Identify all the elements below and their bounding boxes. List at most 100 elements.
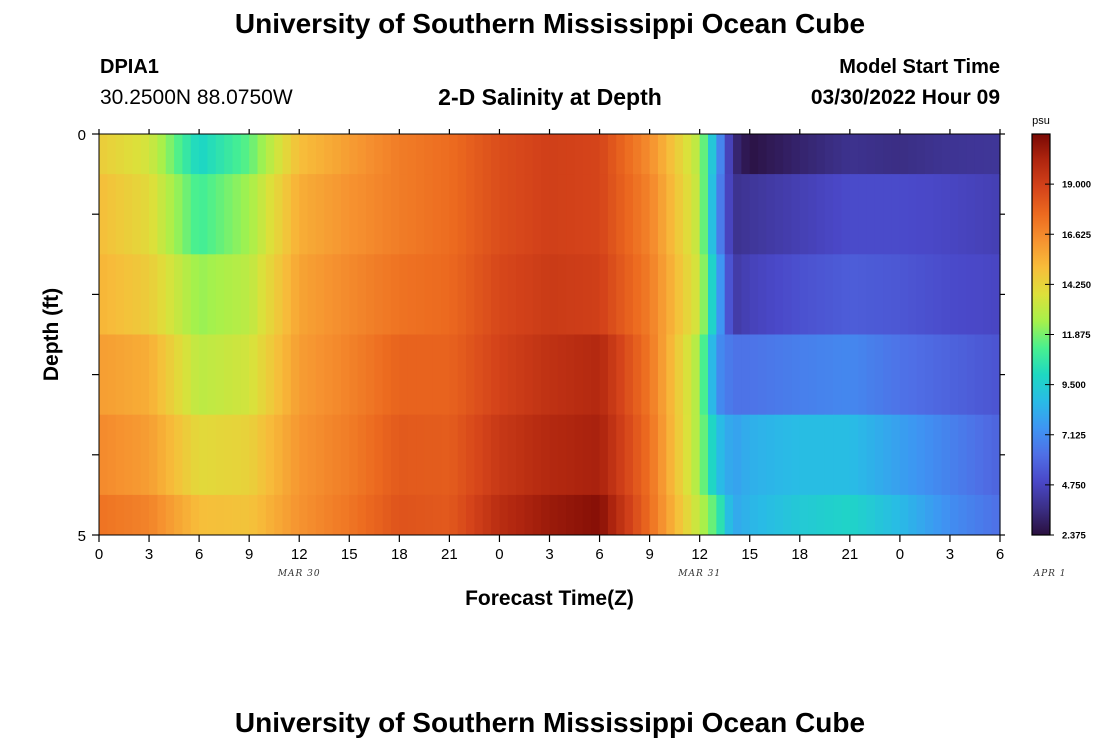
heatmap-cell [315,494,325,536]
heatmap-cell [115,414,125,496]
heatmap-cell [724,414,734,496]
heatmap-cell [924,254,934,335]
heatmap-cell [532,494,542,536]
heatmap-cell [724,494,734,536]
heatmap-cell [374,494,384,536]
heatmap-cell [824,174,834,255]
heatmap-cell [115,494,125,536]
heatmap-cell [424,334,434,416]
heatmap-cell [549,134,559,175]
heatmap-cell [758,174,767,255]
heatmap-cell [557,174,567,255]
date-label: MAR 31 [677,569,721,579]
heatmap-cell [382,134,392,175]
heatmap-cell [549,254,559,335]
y-axis-label: Depth (ft) [40,288,63,381]
heatmap-cell [991,334,1001,416]
heatmap-cell [724,254,734,335]
heatmap-cell [682,414,692,496]
heatmap-cell [140,494,150,536]
heatmap-cell [524,134,534,175]
heatmap-cell [182,254,192,335]
heatmap-cell [290,494,300,536]
heatmap-cell [858,494,868,536]
heatmap-cell [382,254,392,335]
heatmap-cell [424,174,434,255]
heatmap-cell [466,134,476,175]
heatmap-cell [758,494,767,536]
heatmap-cell [432,334,442,416]
heatmap-cell [365,494,375,536]
heatmap-cell [974,494,984,536]
heatmap-cell [124,334,133,416]
heatmap-cell [591,494,601,536]
heatmap-cell [541,414,551,496]
heatmap-cell [416,494,425,536]
heatmap-cell [332,414,342,496]
x-tick-label: 21 [841,546,858,563]
heatmap-cell [315,414,325,496]
heatmap-cell [891,174,901,255]
heatmap-cell [949,174,959,255]
heatmap-cell [874,134,884,175]
heatmap-cell [966,414,976,496]
heatmap-cell [816,334,826,416]
heatmap-cell [107,174,117,255]
heatmap-cell [574,414,584,496]
x-tick-label: 3 [145,546,153,563]
heatmap-cell [457,174,467,255]
heatmap-cell [149,414,158,496]
heatmap-cell [983,134,993,175]
heatmap-cell [307,174,317,255]
heatmap-cell [432,494,442,536]
heatmap-cell [365,334,375,416]
heatmap-cell [407,134,417,175]
heatmap-cell [516,414,526,496]
x-tick-label: 6 [595,546,603,563]
heatmap-cell [708,334,717,416]
heatmap-cell [866,254,876,335]
heatmap-cell [766,334,776,416]
heatmap-cell [349,254,359,335]
heatmap-cell [949,414,959,496]
heatmap-cell [516,174,526,255]
heatmap-cell [340,254,350,335]
heatmap-cell [390,174,400,255]
heatmap-cell [958,494,968,536]
plot-title: 2-D Salinity at Depth [438,84,662,110]
heatmap-cell [758,134,767,175]
heatmap-cell [140,414,150,496]
heatmap-cell [315,134,325,175]
page-title-repeat: University of Southern Mississippi Ocean… [234,707,866,738]
model-start-label: Model Start Time [839,56,1000,78]
heatmap-cell [124,254,133,335]
y-tick-label: 0 [78,127,86,144]
heatmap-cell [708,254,717,335]
heatmap-cell [290,414,300,496]
colorbar-tick-label: 9.500 [1062,380,1086,391]
heatmap-cell [933,494,943,536]
heatmap-cell [424,254,434,335]
heatmap-cell [182,334,192,416]
heatmap-cell [249,414,259,496]
heatmap-cell [591,174,601,255]
heatmap-cell [916,414,926,496]
heatmap-cell [149,254,158,335]
heatmap-cell [641,174,651,255]
heatmap-cell [399,174,409,255]
heatmap-cell [390,414,400,496]
heatmap-cell [424,134,434,175]
heatmap-cell [616,494,626,536]
heatmap-cell [132,494,142,536]
heatmap-cell [933,174,943,255]
heatmap-cell [249,174,259,255]
heatmap-cell [99,494,108,536]
heatmap-cell [991,494,1001,536]
heatmap-cell [574,254,584,335]
heatmap-cell [566,254,576,335]
heatmap-cell [290,134,300,175]
heatmap-cell [240,414,250,496]
heatmap-cell [949,254,959,335]
heatmap-cell [799,254,809,335]
heatmap-cell [624,334,634,416]
